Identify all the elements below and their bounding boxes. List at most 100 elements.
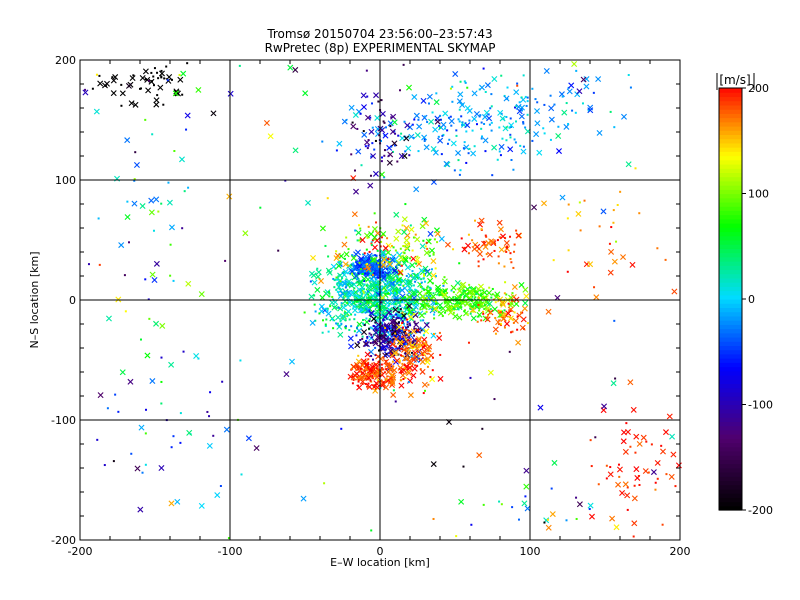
data-point [549,94,552,97]
data-point [474,219,477,222]
data-point [356,365,359,368]
data-point [619,490,626,496]
data-point [500,301,507,308]
data-point [412,345,415,348]
data-point [332,277,335,280]
data-point [422,265,429,272]
colorbar-segment [719,358,742,363]
data-point [120,104,123,107]
data-point [284,179,287,182]
colorbar-segment [719,239,742,245]
colorbar-segment [719,463,742,469]
data-point [477,260,480,263]
data-point [460,306,463,309]
data-point [462,289,465,292]
data-point [438,331,441,334]
data-point [430,293,437,300]
data-point [422,304,425,307]
data-point [499,324,502,327]
data-point [405,274,408,277]
data-point [505,250,508,253]
data-point [359,376,362,379]
data-point [447,309,454,316]
data-point [626,486,629,489]
data-point [347,271,350,274]
data-point [430,299,437,306]
data-point [471,115,478,122]
data-point [503,292,506,295]
data-point [418,312,425,319]
data-point [489,107,492,110]
data-point [438,235,445,242]
data-point [180,70,187,77]
data-point [367,225,370,228]
data-point [240,473,243,476]
data-point [482,67,485,70]
data-point [510,158,513,161]
data-point [411,123,414,126]
data-point [485,295,488,298]
data-point [227,90,234,97]
data-point [132,74,135,77]
data-point [316,267,319,270]
data-point [429,287,432,290]
data-point [395,312,398,315]
data-point [407,308,414,315]
data-point [515,232,522,239]
data-point [576,88,583,95]
colorbar-segment [719,429,742,435]
data-point [182,350,185,353]
data-point [566,217,569,220]
data-point [380,240,383,243]
data-point [425,310,428,313]
data-point [404,122,411,129]
data-point [371,375,374,378]
data-point [424,245,427,248]
data-point [444,127,447,130]
data-point [362,290,365,293]
data-point [391,367,398,374]
data-point [391,308,394,311]
data-point [566,270,569,273]
colorbar-segment [719,193,742,199]
data-point [361,335,364,338]
data-point [610,380,617,387]
data-point [174,498,181,505]
colorbar-segment [719,383,742,389]
data-point [509,117,512,120]
data-point [629,86,632,89]
data-point [464,105,471,112]
data-point [574,91,581,98]
data-point [587,104,594,111]
data-point [463,141,466,144]
data-point [371,126,374,129]
data-point [401,224,404,227]
data-point [526,100,529,103]
data-point [357,380,360,383]
data-point [343,251,350,258]
data-point [565,519,568,522]
data-point [385,287,392,294]
colorbar-segment [719,345,742,351]
data-point [625,422,628,425]
data-point [406,321,409,324]
colorbar-segment [719,480,742,486]
data-point [467,152,470,155]
data-point [374,308,381,315]
data-point [378,134,381,137]
data-point [407,364,413,371]
data-point [408,226,415,233]
data-point [616,203,619,206]
chart-subtitle: RwPretec (8p) EXPERIMENTAL SKYMAP [265,41,496,55]
data-point [114,393,117,396]
data-point [622,448,629,455]
data-point [500,311,503,314]
data-point [183,190,186,193]
data-point [414,345,421,352]
data-point [521,305,528,312]
data-point [409,262,416,269]
data-point [449,115,452,118]
data-point [567,122,570,125]
data-point [456,314,463,321]
data-point [336,323,343,330]
